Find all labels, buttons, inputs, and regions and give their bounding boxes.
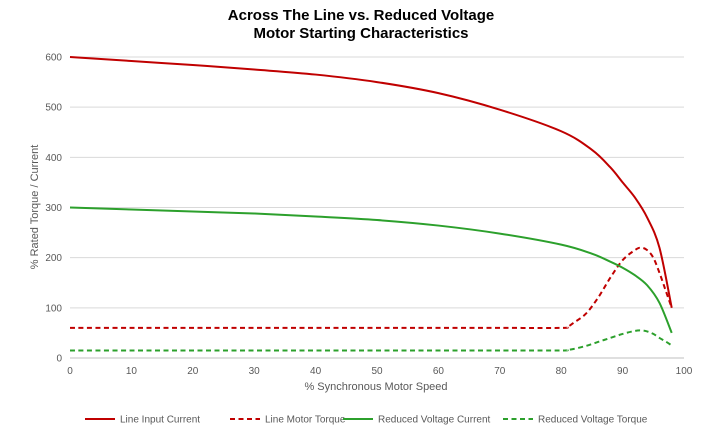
series-line-reduced-voltage-current: [69, 206, 673, 334]
y-tick-label: 500: [45, 103, 62, 114]
y-tick-label: 300: [45, 203, 62, 214]
series-line-reduced-voltage-torque: [69, 329, 673, 352]
chart-title-line-1: Across The Line vs. Reduced Voltage: [228, 7, 494, 24]
x-tick-label: 10: [126, 366, 138, 377]
y-tick-label: 100: [45, 303, 62, 314]
series-line-line-motor-torque: [70, 246, 673, 329]
y-tick-labels: 0 100 200 300 400 500 600: [45, 53, 62, 365]
series-line-line-input-current: [69, 56, 673, 309]
y-tick-label: 200: [45, 253, 62, 264]
legend: Line Input Current Line Motor Torque Reduc…: [85, 415, 648, 426]
x-tick-label: 30: [249, 366, 261, 377]
data-series: [69, 56, 673, 352]
x-tick-label: 70: [494, 366, 506, 377]
x-tick-label: 100: [676, 366, 693, 377]
chart-title-line-2: Motor Starting Characteristics: [253, 25, 468, 42]
x-tick-label: 90: [617, 366, 629, 377]
x-tick-label: 60: [433, 366, 445, 377]
x-tick-label: 20: [187, 366, 199, 377]
legend-label-line-motor-torque: Line Motor Torque: [265, 415, 346, 426]
x-tick-label: 80: [556, 366, 568, 377]
legend-label-reduced-voltage-current: Reduced Voltage Current: [378, 415, 491, 426]
y-axis-label: % Rated Torque / Current: [29, 145, 41, 270]
x-tick-labels: 0 10 20 30 40 50 60 70 80 90 100: [67, 366, 693, 377]
y-tick-label: 600: [45, 53, 62, 64]
legend-label-line-input-current: Line Input Current: [120, 415, 200, 426]
x-axis-label: % Synchronous Motor Speed: [304, 381, 447, 393]
y-tick-label: 0: [56, 354, 62, 365]
y-tick-label: 400: [45, 153, 62, 164]
x-tick-label: 50: [371, 366, 383, 377]
x-tick-label: 0: [67, 366, 73, 377]
gridlines: [70, 56, 684, 309]
x-tick-label: 40: [310, 366, 322, 377]
legend-label-reduced-voltage-torque: Reduced Voltage Torque: [538, 415, 648, 426]
